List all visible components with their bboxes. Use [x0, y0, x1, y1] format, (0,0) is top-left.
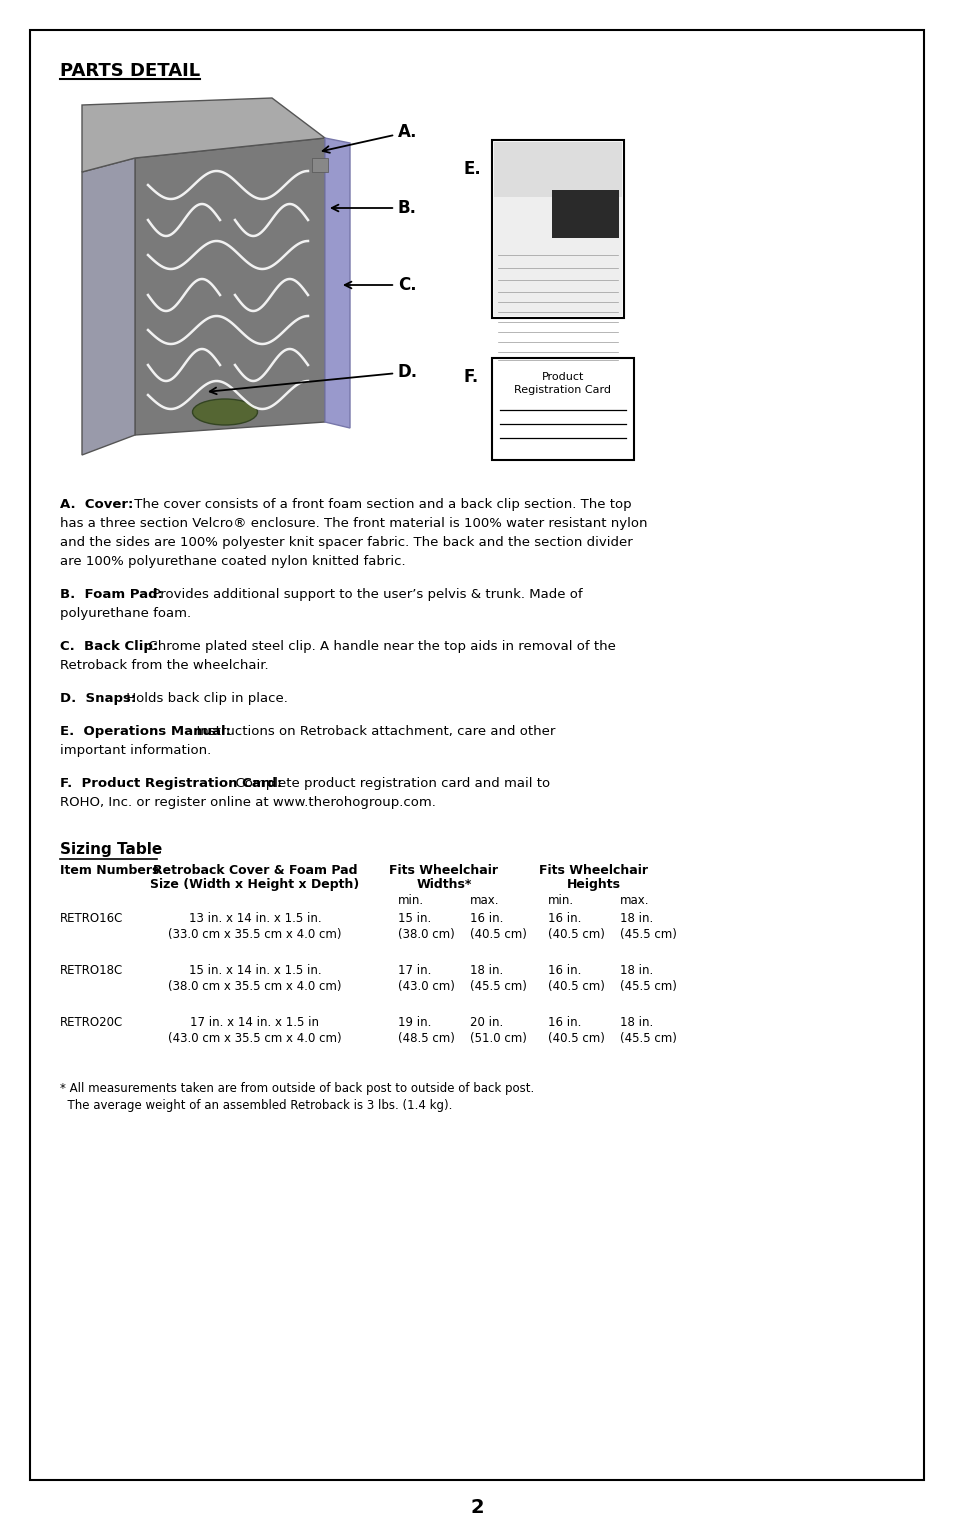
- Text: Fits Wheelchair: Fits Wheelchair: [539, 864, 648, 876]
- Text: max.: max.: [619, 893, 649, 907]
- Bar: [492, 357, 634, 460]
- Text: Complete product registration card and mail to: Complete product registration card and m…: [227, 777, 550, 789]
- Bar: [494, 142, 621, 316]
- Bar: [494, 142, 621, 197]
- Bar: [492, 140, 623, 318]
- Text: C.  Back Clip:: C. Back Clip:: [60, 640, 158, 654]
- Polygon shape: [82, 98, 325, 173]
- Text: (33.0 cm x 35.5 cm x 4.0 cm): (33.0 cm x 35.5 cm x 4.0 cm): [168, 928, 341, 941]
- Text: (40.5 cm): (40.5 cm): [547, 1032, 604, 1044]
- Text: 20 in.: 20 in.: [470, 1015, 503, 1029]
- Text: Item Numbers: Item Numbers: [60, 864, 159, 876]
- Text: 18 in.: 18 in.: [619, 964, 653, 977]
- Polygon shape: [82, 157, 135, 455]
- Polygon shape: [135, 137, 325, 435]
- Text: 16 in.: 16 in.: [547, 912, 580, 925]
- Text: (40.5 cm): (40.5 cm): [470, 928, 526, 941]
- Text: 18 in.: 18 in.: [470, 964, 503, 977]
- Text: B.  Foam Pad:: B. Foam Pad:: [60, 588, 163, 602]
- Text: (38.0 cm): (38.0 cm): [397, 928, 455, 941]
- Bar: [312, 157, 328, 173]
- Text: * All measurements taken are from outside of back post to outside of back post.: * All measurements taken are from outsid…: [60, 1083, 534, 1095]
- Bar: [552, 189, 618, 238]
- Text: RETRO20C: RETRO20C: [60, 1015, 123, 1029]
- Text: 2: 2: [470, 1498, 483, 1516]
- Text: (51.0 cm): (51.0 cm): [470, 1032, 526, 1044]
- Text: 16 in.: 16 in.: [547, 964, 580, 977]
- Text: (43.0 cm x 35.5 cm x 4.0 cm): (43.0 cm x 35.5 cm x 4.0 cm): [168, 1032, 341, 1044]
- Text: ROHO, Inc. or register online at www.therohogroup.com.: ROHO, Inc. or register online at www.the…: [60, 796, 436, 809]
- Text: Heights: Heights: [566, 878, 620, 890]
- Text: (45.5 cm): (45.5 cm): [470, 980, 526, 993]
- Text: A.  Cover:: A. Cover:: [60, 498, 133, 512]
- Text: Registration Card: Registration Card: [514, 385, 611, 395]
- Text: has a three section Velcro® enclosure. The front material is 100% water resistan: has a three section Velcro® enclosure. T…: [60, 518, 647, 530]
- Text: (38.0 cm x 35.5 cm x 4.0 cm): (38.0 cm x 35.5 cm x 4.0 cm): [168, 980, 341, 993]
- Text: F.: F.: [463, 368, 478, 386]
- Text: Retroback Cover & Foam Pad: Retroback Cover & Foam Pad: [152, 864, 356, 876]
- Text: D.: D.: [210, 363, 417, 394]
- Text: (45.5 cm): (45.5 cm): [619, 928, 677, 941]
- Text: Instructions on Retroback attachment, care and other: Instructions on Retroback attachment, ca…: [188, 725, 555, 738]
- Text: (40.5 cm): (40.5 cm): [547, 928, 604, 941]
- Text: PARTS DETAIL: PARTS DETAIL: [60, 63, 200, 79]
- Text: (45.5 cm): (45.5 cm): [619, 980, 677, 993]
- Text: E.: E.: [463, 160, 481, 179]
- Text: 16 in.: 16 in.: [547, 1015, 580, 1029]
- Polygon shape: [325, 137, 350, 428]
- Text: Sizing Table: Sizing Table: [60, 841, 162, 857]
- Text: (48.5 cm): (48.5 cm): [397, 1032, 455, 1044]
- Text: Retroback from the wheelchair.: Retroback from the wheelchair.: [60, 660, 269, 672]
- Text: important information.: important information.: [60, 744, 211, 757]
- Text: Fits Wheelchair: Fits Wheelchair: [389, 864, 498, 876]
- Text: are 100% polyurethane coated nylon knitted fabric.: are 100% polyurethane coated nylon knitt…: [60, 554, 405, 568]
- Text: (45.5 cm): (45.5 cm): [619, 1032, 677, 1044]
- Text: 13 in. x 14 in. x 1.5 in.: 13 in. x 14 in. x 1.5 in.: [189, 912, 321, 925]
- Text: Chrome plated steel clip. A handle near the top aids in removal of the: Chrome plated steel clip. A handle near …: [140, 640, 616, 654]
- Text: (43.0 cm): (43.0 cm): [397, 980, 455, 993]
- Text: (40.5 cm): (40.5 cm): [547, 980, 604, 993]
- Text: and the sides are 100% polyester knit spacer fabric. The back and the section di: and the sides are 100% polyester knit sp…: [60, 536, 632, 550]
- Text: 18 in.: 18 in.: [619, 1015, 653, 1029]
- Text: F.  Product Registration Card:: F. Product Registration Card:: [60, 777, 282, 789]
- Text: D.  Snaps:: D. Snaps:: [60, 692, 136, 705]
- Text: RETRO16C: RETRO16C: [60, 912, 123, 925]
- Text: A.: A.: [322, 124, 417, 153]
- Ellipse shape: [193, 399, 257, 425]
- Text: The average weight of an assembled Retroback is 3 lbs. (1.4 kg).: The average weight of an assembled Retro…: [60, 1099, 452, 1112]
- Text: 16 in.: 16 in.: [470, 912, 503, 925]
- Text: Provides additional support to the user’s pelvis & trunk. Made of: Provides additional support to the user’…: [144, 588, 582, 602]
- Text: 18 in.: 18 in.: [619, 912, 653, 925]
- Text: 19 in.: 19 in.: [397, 1015, 431, 1029]
- Text: 17 in. x 14 in. x 1.5 in: 17 in. x 14 in. x 1.5 in: [191, 1015, 319, 1029]
- Text: C.: C.: [344, 276, 416, 295]
- Text: E.  Operations Manual:: E. Operations Manual:: [60, 725, 231, 738]
- Text: Product: Product: [541, 373, 583, 382]
- Text: Size (Width x Height x Depth): Size (Width x Height x Depth): [151, 878, 359, 890]
- Text: Widths*: Widths*: [416, 878, 471, 890]
- Text: Holds back clip in place.: Holds back clip in place.: [122, 692, 288, 705]
- Text: RETRO18C: RETRO18C: [60, 964, 123, 977]
- Text: 17 in.: 17 in.: [397, 964, 431, 977]
- Text: min.: min.: [547, 893, 574, 907]
- Text: 15 in. x 14 in. x 1.5 in.: 15 in. x 14 in. x 1.5 in.: [189, 964, 321, 977]
- Text: max.: max.: [470, 893, 499, 907]
- Text: B.: B.: [332, 199, 416, 217]
- Text: 15 in.: 15 in.: [397, 912, 431, 925]
- Text: min.: min.: [397, 893, 424, 907]
- Text: polyurethane foam.: polyurethane foam.: [60, 608, 191, 620]
- Text: The cover consists of a front foam section and a back clip section. The top: The cover consists of a front foam secti…: [130, 498, 631, 512]
